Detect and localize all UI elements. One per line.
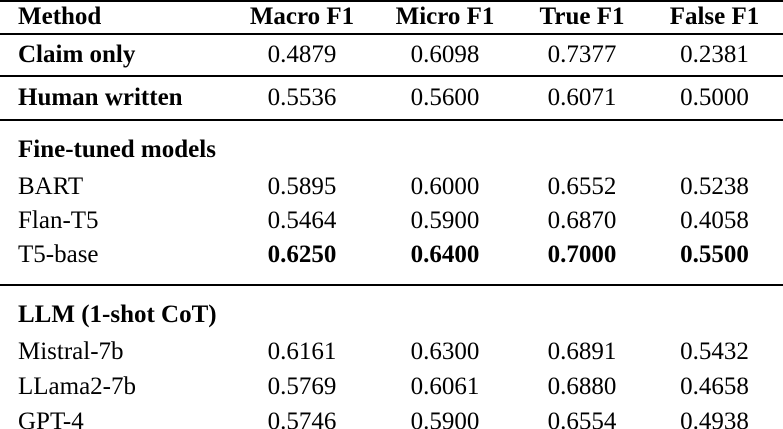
group-human-written: Human written 0.5536 0.5600 0.6071 0.500… bbox=[0, 76, 783, 120]
value-cell: 0.5536 bbox=[267, 83, 337, 111]
value-cell: 0.5769 bbox=[267, 373, 337, 401]
section-title-llm-1-shot-cot: LLM (1-shot CoT) bbox=[18, 300, 217, 328]
section-title-row: Fine-tuned models bbox=[0, 120, 783, 170]
col-header-method: Method bbox=[18, 3, 102, 31]
table-header: Method Macro F1 Micro F1 True F1 False F… bbox=[0, 1, 783, 34]
value-cell: 0.5900 bbox=[410, 206, 480, 234]
value-cell: 0.2381 bbox=[680, 40, 749, 68]
method-cell: Claim only bbox=[18, 40, 136, 68]
value-cell: 0.7000 bbox=[547, 241, 617, 268]
method-cell: Human written bbox=[18, 83, 183, 111]
value-cell: 0.6880 bbox=[547, 373, 617, 401]
value-cell: 0.6300 bbox=[410, 338, 480, 366]
table-row-bart: BART 0.5895 0.6000 0.6552 0.5238 bbox=[0, 170, 783, 204]
value-cell: 0.5000 bbox=[680, 83, 749, 111]
value-cell: 0.5895 bbox=[267, 172, 337, 200]
value-cell: 0.4938 bbox=[680, 407, 749, 429]
value-cell: 0.6061 bbox=[410, 373, 480, 401]
value-cell: 0.6554 bbox=[547, 407, 617, 429]
value-cell: 0.6098 bbox=[410, 40, 480, 68]
header-row: Method Macro F1 Micro F1 True F1 False F… bbox=[0, 1, 783, 34]
method-cell: LLama2-7b bbox=[18, 373, 137, 401]
value-cell: 0.5600 bbox=[410, 83, 480, 111]
method-cell: BART bbox=[18, 172, 84, 200]
table-row-human-written: Human written 0.5536 0.5600 0.6071 0.500… bbox=[0, 76, 783, 120]
value-cell: 0.6400 bbox=[410, 241, 480, 268]
value-cell: 0.5900 bbox=[410, 407, 480, 429]
value-cell: 0.5500 bbox=[680, 241, 749, 268]
group-llm-1-shot-cot: LLM (1-shot CoT) Mistral-7b 0.6161 0.630… bbox=[0, 285, 783, 429]
value-cell: 0.6161 bbox=[267, 338, 337, 366]
group-claim-only: Claim only 0.4879 0.6098 0.7377 0.2381 bbox=[0, 34, 783, 76]
value-cell: 0.5238 bbox=[680, 172, 749, 200]
value-cell: 0.4658 bbox=[680, 373, 749, 401]
table-row-t5-base: T5-base 0.6250 0.6400 0.7000 0.5500 bbox=[0, 238, 783, 285]
table-row-llama2-7b: LLama2-7b 0.5769 0.6061 0.6880 0.4658 bbox=[0, 370, 783, 405]
method-cell: Flan-T5 bbox=[18, 206, 99, 234]
section-title-fine-tuned-models: Fine-tuned models bbox=[18, 135, 216, 163]
table-row-flan-t5: Flan-T5 0.5464 0.5900 0.6870 0.4058 bbox=[0, 204, 783, 238]
col-header-macro-f1: Macro F1 bbox=[249, 3, 355, 31]
method-cell: Mistral-7b bbox=[18, 338, 124, 366]
value-cell: 0.6071 bbox=[547, 83, 617, 111]
value-cell: 0.6870 bbox=[547, 206, 617, 234]
value-cell: 0.6000 bbox=[410, 172, 480, 200]
value-cell: 0.5464 bbox=[267, 206, 337, 234]
value-cell: 0.6250 bbox=[267, 241, 337, 268]
table-row-mistral-7b: Mistral-7b 0.6161 0.6300 0.6891 0.5432 bbox=[0, 335, 783, 370]
value-cell: 0.5746 bbox=[267, 407, 337, 429]
col-header-true-f1: True F1 bbox=[539, 3, 625, 31]
group-fine-tuned-models: Fine-tuned models BART 0.5895 0.6000 0.6… bbox=[0, 120, 783, 285]
value-cell: 0.4879 bbox=[267, 40, 337, 68]
method-cell: T5-base bbox=[18, 241, 99, 268]
value-cell: 0.4058 bbox=[680, 206, 749, 234]
value-cell: 0.5432 bbox=[680, 338, 749, 366]
section-title-row: LLM (1-shot CoT) bbox=[0, 285, 783, 335]
table-row-gpt-4: GPT-4 0.5746 0.5900 0.6554 0.4938 bbox=[0, 405, 783, 429]
value-cell: 0.7377 bbox=[547, 40, 617, 68]
value-cell: 0.6552 bbox=[547, 172, 617, 200]
value-cell: 0.6891 bbox=[547, 338, 617, 366]
table-row-claim-only: Claim only 0.4879 0.6098 0.7377 0.2381 bbox=[0, 34, 783, 76]
col-header-false-f1: False F1 bbox=[669, 3, 760, 31]
method-cell: GPT-4 bbox=[18, 407, 84, 429]
col-header-micro-f1: Micro F1 bbox=[395, 3, 495, 31]
